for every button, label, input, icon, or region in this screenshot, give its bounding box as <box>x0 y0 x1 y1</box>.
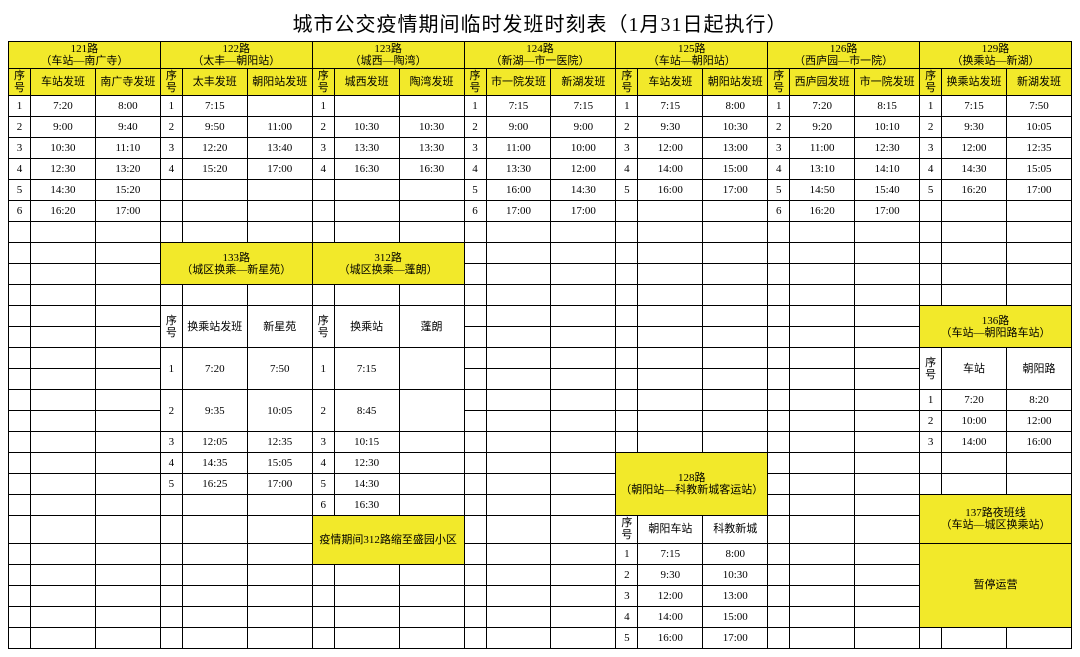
route-312-title: 312路（城区换乘—蓬朗） <box>312 243 464 285</box>
route-136-title: 136路（车站—朝阳路车站） <box>920 306 1072 348</box>
table-row: 514:3015:20 516:0014:30 516:0017:00 514:… <box>9 180 1072 201</box>
route-129-title: 129路（换乘站—新湖） <box>920 42 1072 69</box>
page-title: 城市公交疫情期间临时发班时刻表（1月31日起执行） <box>8 8 1072 37</box>
route-312-note: 疫情期间312路缩至盛园小区 <box>312 516 464 564</box>
route-133-title: 133路（城区换乘—新星苑） <box>160 243 312 285</box>
route-123-title: 123路（城西—陶湾） <box>312 42 464 69</box>
table-row: 412:3013:20 415:2017:00 416:3016:30 413:… <box>9 159 1072 180</box>
route-137-title: 137路夜班线（车站—城区换乘站） <box>920 495 1072 543</box>
timetable-grid: 121路（车站—南广寺） 122路（太丰—朝阳站） 123路（城西—陶湾） 12… <box>8 41 1072 649</box>
route-121-title: 121路（车站—南广寺） <box>9 42 161 69</box>
route-122-title: 122路（太丰—朝阳站） <box>160 42 312 69</box>
table-row: 616:2017:00 617:0017:00 616:2017:00 <box>9 201 1072 222</box>
route-128-title: 128路（朝阳站—科教新城客运站） <box>616 453 768 516</box>
table-row: 29:009:40 29:5011:00 210:3010:30 29:009:… <box>9 117 1072 138</box>
route-124-title: 124路（新湖—市一医院） <box>464 42 616 69</box>
table-row: 17:208:00 17:15 1 17:157:15 17:158:00 17… <box>9 96 1072 117</box>
route-137-note: 暂停运营 <box>920 543 1072 627</box>
route-125-title: 125路（车站—朝阳站） <box>616 42 768 69</box>
table-row: 310:3011:10 312:2013:40 313:3013:30 311:… <box>9 138 1072 159</box>
col-hdr: 序号 <box>9 69 31 96</box>
route-126-title: 126路（西庐园—市一院） <box>768 42 920 69</box>
